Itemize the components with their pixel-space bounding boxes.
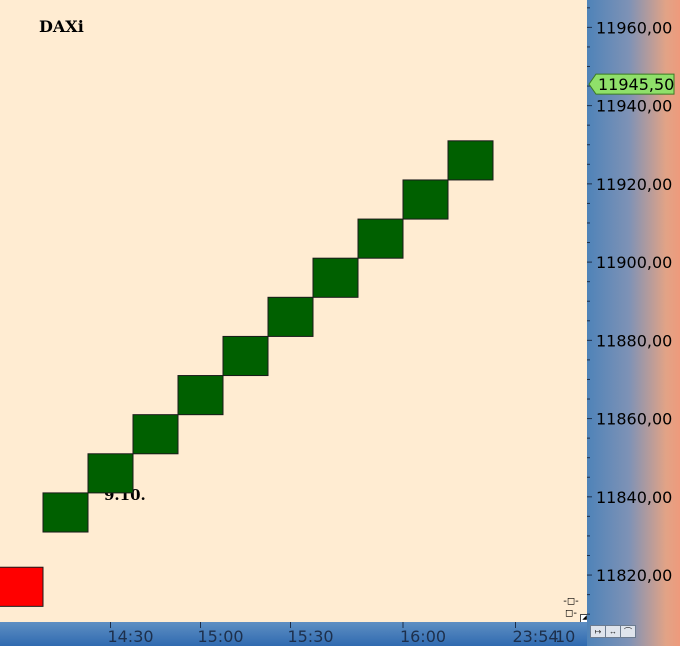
chart-title: DAXi (39, 17, 84, 36)
renko-brick-up (312, 257, 359, 298)
zoom-handle-icon[interactable]: -◻-◻- (563, 596, 579, 619)
y-tick-label: 11840,00 (596, 488, 672, 507)
last-price-label: 11945,50 (598, 75, 674, 94)
price-axis[interactable] (587, 0, 680, 622)
last-price-marker (588, 73, 675, 95)
y-tick-label: 11880,00 (596, 331, 672, 350)
x-tick-label: 15:30 (287, 627, 333, 646)
renko-brick-up (447, 140, 494, 181)
renko-brick-up (42, 492, 89, 533)
arrow-right-icon[interactable]: ↦ (590, 625, 606, 638)
x-day-label: 10 (555, 627, 575, 646)
time-axis[interactable] (0, 622, 587, 646)
chart-zoom-icon[interactable]: ⌒ (620, 625, 636, 638)
renko-brick-up (267, 296, 314, 337)
x-tick-label: 15:00 (197, 627, 243, 646)
x-tick-label: 16:00 (400, 627, 446, 646)
x-tick-label: 23:54 (512, 627, 558, 646)
renko-brick-up (222, 335, 269, 377)
y-tick-label: 11820,00 (596, 566, 672, 585)
renko-brick-up (402, 179, 449, 220)
renko-brick-up (132, 414, 179, 455)
renko-brick-up (177, 375, 224, 416)
y-tick-label: 11860,00 (596, 410, 672, 429)
y-tick-label: 11960,00 (596, 18, 672, 37)
arrow-both-icon[interactable]: ↔ (605, 625, 621, 638)
x-tick-label: 14:30 (107, 627, 153, 646)
renko-brick-up (87, 453, 134, 494)
y-tick-label: 11920,00 (596, 175, 672, 194)
renko-brick-down (0, 566, 44, 607)
y-tick-label: 11940,00 (596, 97, 672, 116)
y-tick-label: 11900,00 (596, 253, 672, 272)
renko-brick-up (357, 218, 404, 259)
